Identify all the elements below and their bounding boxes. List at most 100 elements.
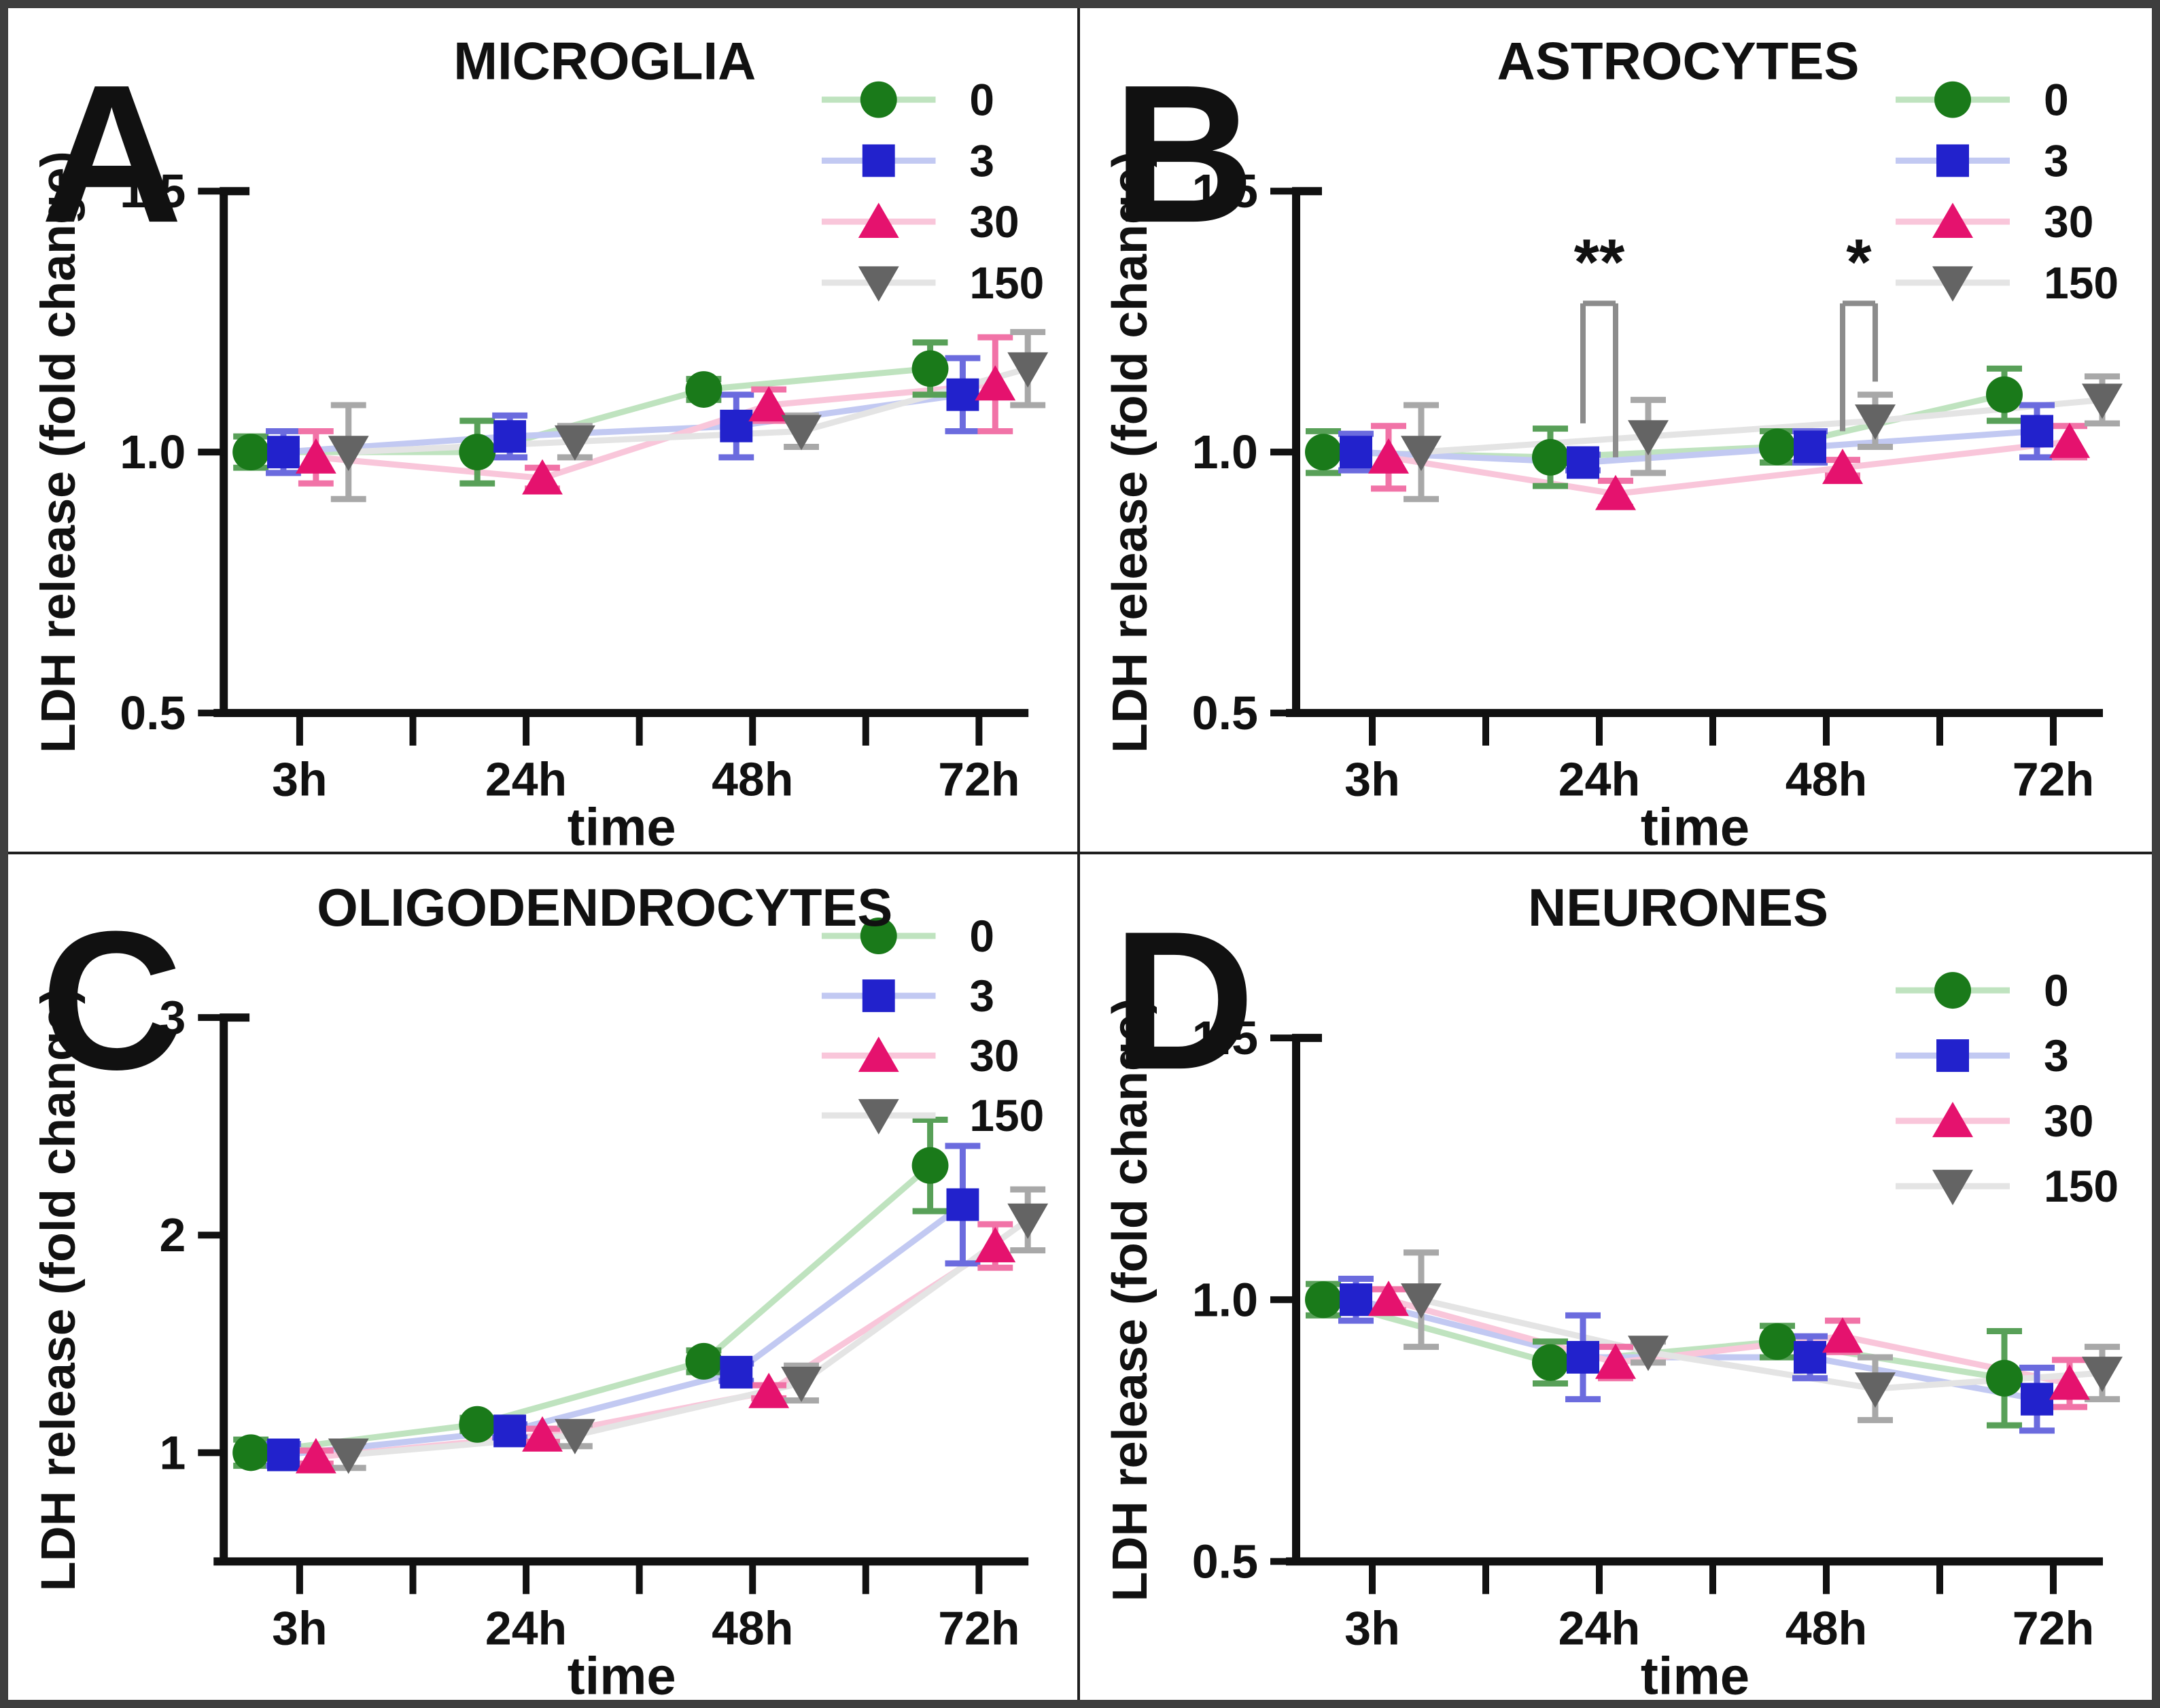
series-3-marker — [1567, 446, 1599, 479]
legend-label: 0 — [969, 75, 994, 125]
x-axis-title: time — [568, 799, 676, 852]
legend-0-marker — [860, 81, 897, 118]
series-30-marker — [975, 365, 1016, 401]
legend-label: 3 — [969, 971, 994, 1021]
series-3-marker — [267, 1438, 300, 1471]
series-30-marker — [748, 386, 790, 421]
series-30-marker — [1595, 1343, 1636, 1379]
series-150-marker — [1628, 420, 1669, 456]
series-0-marker — [459, 1406, 496, 1443]
x-tick-label: 48h — [1786, 1601, 1868, 1654]
series-3-marker — [267, 436, 300, 469]
y-axis-title: LDH release (fold change) — [1103, 998, 1157, 1601]
panel-letter: B — [1113, 44, 1255, 264]
panel-title: OLIGODENDROCYTES — [317, 877, 892, 937]
series-3-marker — [1567, 1340, 1599, 1374]
series-150-marker — [554, 1418, 595, 1454]
series-30-marker — [295, 1437, 336, 1474]
legend-0-marker — [1934, 81, 1971, 118]
series-3-marker — [2021, 1382, 2053, 1416]
legend-150-marker — [858, 1098, 899, 1134]
series-150-marker — [781, 1366, 822, 1402]
panel-astrocytes: 3h 24h 48h 72h 0.5 1.0 1.5 time LDH release (fol… — [1080, 8, 2152, 854]
panel-title: ASTROCYTES — [1497, 31, 1860, 91]
series-30-marker — [1368, 1280, 1409, 1316]
significance-label: ** — [1574, 226, 1625, 299]
series-150-marker — [1401, 436, 1442, 472]
legend-label: 3 — [2044, 135, 2069, 186]
series-0-marker — [685, 1342, 722, 1380]
legend-30-marker — [1932, 203, 1973, 239]
series-3-line — [1355, 428, 2038, 466]
series-3-marker — [720, 1355, 753, 1389]
panel-oligodendrocytes: 3h 24h 48h 72h 1 2 3 time LDH release (fold chan… — [8, 854, 1080, 1700]
series-30-marker — [2049, 422, 2090, 458]
series-30-marker — [1822, 1317, 1863, 1353]
legend-label: 3 — [2044, 1030, 2069, 1081]
series-30-marker — [748, 1372, 790, 1408]
legend-0-marker — [860, 917, 897, 954]
x-tick-label: 24h — [485, 1601, 567, 1654]
legend-label: 3 — [969, 135, 994, 186]
series-0-marker — [1532, 438, 1569, 476]
x-tick-label: 48h — [712, 753, 793, 806]
series-30-marker — [522, 1416, 563, 1452]
series-150-marker — [1855, 404, 1896, 440]
y-tick-label: 1.5 — [1192, 1011, 1258, 1064]
series-3-marker — [493, 1414, 527, 1447]
series-0-marker — [459, 434, 496, 471]
x-axis-title: time — [1641, 1645, 1749, 1700]
significance-label: * — [1846, 226, 1872, 299]
legend-150-marker — [858, 266, 899, 302]
x-tick-label: 72h — [938, 753, 1020, 806]
astrocytes-chart: 3h 24h 48h 72h 0.5 1.0 1.5 time LDH release (fol… — [1103, 31, 2123, 852]
series-0-marker — [232, 1433, 270, 1471]
x-tick-label: 24h — [1558, 753, 1641, 806]
y-tick-label: 1.5 — [1192, 164, 1258, 217]
x-tick-label: 48h — [712, 1601, 793, 1654]
series-30-line — [315, 381, 996, 482]
y-tick-label: 0.5 — [1192, 1535, 1258, 1588]
legend-30-marker — [858, 1036, 899, 1072]
x-tick-label: 24h — [1558, 1601, 1641, 1654]
series-0-marker — [911, 350, 949, 387]
x-tick-label: 3h — [1344, 753, 1400, 806]
series-150-marker — [328, 436, 369, 472]
y-axis-title: LDH release (fold change) — [31, 151, 86, 753]
legend-150-marker — [1932, 266, 1973, 302]
x-tick-label: 72h — [938, 1601, 1020, 1654]
x-tick-label: 3h — [1344, 1601, 1400, 1654]
y-tick-label: 1.0 — [1192, 425, 1258, 478]
legend-label: 30 — [2044, 196, 2093, 247]
series-3-marker — [946, 1187, 979, 1221]
series-3-line — [283, 1202, 965, 1458]
series-0-marker — [232, 434, 270, 471]
legend-150-marker — [1932, 1169, 1973, 1205]
panel-letter: D — [1113, 890, 1255, 1111]
legend-30-marker — [1932, 1101, 1973, 1137]
x-tick-label: 3h — [272, 753, 327, 806]
panel-letter: C — [41, 890, 183, 1110]
legend-label: 150 — [2044, 258, 2119, 308]
series-30-marker — [1368, 438, 1409, 474]
series-150-marker — [781, 415, 822, 451]
series-3-marker — [946, 378, 979, 411]
neurones-chart: 3h 24h 48h 72h 0.5 1.0 1.5 time LDH release (fol… — [1103, 877, 2123, 1700]
series-30-marker — [522, 459, 563, 495]
series-150-marker — [554, 425, 595, 461]
series-150-line — [348, 1217, 1030, 1458]
legend-30-marker — [858, 203, 899, 239]
series-150-marker — [1855, 1372, 1896, 1408]
y-tick-label: 1.0 — [1192, 1273, 1258, 1326]
series-150-marker — [1007, 1203, 1049, 1239]
series-30-marker — [1822, 449, 1863, 485]
series-3-marker — [493, 420, 527, 453]
series-30-marker — [295, 438, 336, 474]
series-0-marker — [1759, 1323, 1796, 1360]
x-axis-title: time — [568, 1645, 676, 1700]
oligodendrocytes-chart: 3h 24h 48h 72h 1 2 3 time LDH release (fold chan… — [31, 877, 1049, 1700]
y-tick-label: 0.5 — [1192, 686, 1258, 739]
legend-label: 150 — [969, 258, 1044, 308]
legend-3-marker — [862, 979, 895, 1012]
